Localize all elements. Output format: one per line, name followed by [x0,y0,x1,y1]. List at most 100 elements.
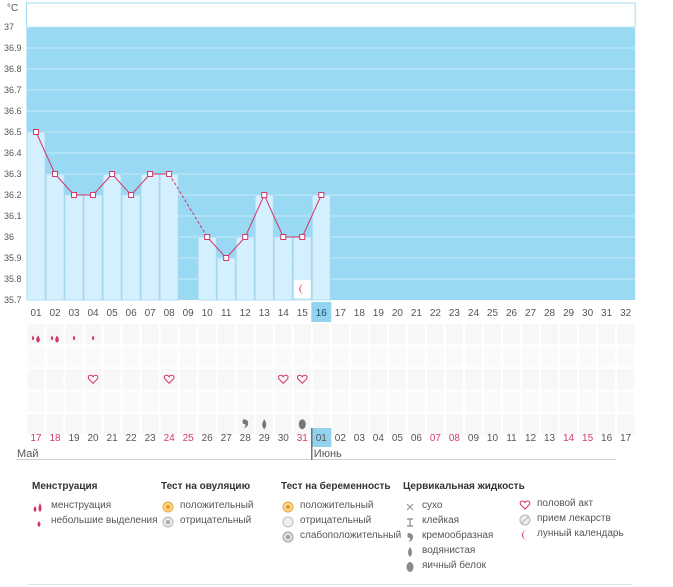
marker-cell [616,413,636,436]
cycle-day-label: 30 [582,308,594,319]
legend-label: небольшие выделения [51,515,158,526]
legend-label: лунный календарь [537,528,624,539]
y-tick-label: 36.3 [4,169,22,179]
temperature-point [204,234,211,240]
moon-icon [518,527,532,540]
legend-label: менструация [51,500,112,511]
marker-cell [235,390,255,413]
marker-cell [540,413,560,436]
marker-cell [159,390,179,413]
marker-cell [26,413,46,436]
marker-cell [559,368,579,391]
y-tick-label: 37 [4,22,14,32]
marker-cell [330,345,350,368]
marker-cell [216,323,236,346]
calendar-date: 01 [316,433,328,444]
marker-cell [616,368,636,391]
marker-cell [197,413,217,436]
marker-cell [311,390,331,413]
marker-cell [235,323,255,346]
legend-label: отрицательный [180,515,252,526]
marker-cell [121,413,141,436]
cycle-day-label: 07 [145,308,157,319]
ovulation-positive-icon [161,499,175,513]
marker-cell [330,413,350,436]
temperature-line-segment [35,131,56,175]
marker-cell [311,345,331,368]
cycle-day-label: 14 [278,308,290,319]
creamy-drop-icon [403,529,417,542]
pregnancy-weak-icon [281,529,295,543]
temperature-bar [64,194,84,301]
calendar-date: 11 [506,433,517,444]
marker-cell [83,368,103,391]
marker-cell [349,345,369,368]
temperature-point [261,192,268,198]
temperature-point [280,234,287,240]
marker-cell [616,345,636,368]
y-tick-label: 36.2 [4,190,22,200]
heart-icon [297,374,308,384]
marker-cell [330,390,350,413]
bottom-divider [28,584,632,585]
marker-cell [64,323,84,346]
temperature-bar [121,194,141,301]
marker-cell [387,323,407,346]
watery-drop-icon [403,544,417,557]
marker-cell [349,413,369,436]
y-tick-label: 36.9 [4,43,22,53]
temperature-point [299,234,306,240]
marker-cell [273,345,293,368]
marker-cell [102,323,122,346]
y-axis-unit: °C [7,3,18,14]
legend-item-ovulation-positive: положительный [161,498,253,513]
marker-cell [502,390,522,413]
marker-cell [444,345,464,368]
legend-item-ovulation-negative: отрицательный [161,513,253,528]
cycle-day-label: 11 [221,308,232,319]
marker-cell [273,390,293,413]
legend-item-watery: водянистая [403,543,525,558]
marker-cell [178,390,198,413]
month-label: Май [17,448,39,460]
calendar-date: 21 [107,433,119,444]
cycle-day-label: 08 [164,308,176,319]
temperature-bar [83,194,103,301]
marker-cell [292,368,312,391]
marker-cell [330,323,350,346]
marker-cell [597,413,617,436]
marker-cell [26,323,46,346]
marker-cell [45,390,65,413]
marker-cell [121,345,141,368]
marker-cell [178,368,198,391]
calendar-date: 03 [354,433,366,444]
calendar-date: 27 [221,433,233,444]
cycle-day-label: 26 [506,308,518,319]
temperature-line-segment [244,194,265,238]
temperature-bar [159,173,179,301]
calendar-date: 26 [202,433,214,444]
month-label: Июнь [314,448,342,460]
temperature-point [109,171,116,177]
cycle-day-label: 23 [449,308,461,319]
legend-item-spotting: небольшие выделения [32,513,158,528]
cycle-day-label: 01 [30,308,42,319]
drop-small-icon [32,514,46,527]
marker-cell [102,413,122,436]
temperature-line-segment [92,173,113,196]
marker-cell [540,323,560,346]
marker-cell [292,390,312,413]
calendar-date: 22 [126,433,138,444]
calendar-date: 13 [544,433,556,444]
marker-cell [83,345,103,368]
temperature-bar [26,131,46,301]
marker-cell [597,368,617,391]
marker-cell [83,323,103,346]
legend-item-sticky: клейкая [403,513,525,528]
legend-item-creamy: кремообразная [403,528,525,543]
marker-cell [368,345,388,368]
marker-cell [368,413,388,436]
calendar-date: 23 [145,433,157,444]
calendar-date: 10 [487,433,499,444]
marker-cell [559,345,579,368]
